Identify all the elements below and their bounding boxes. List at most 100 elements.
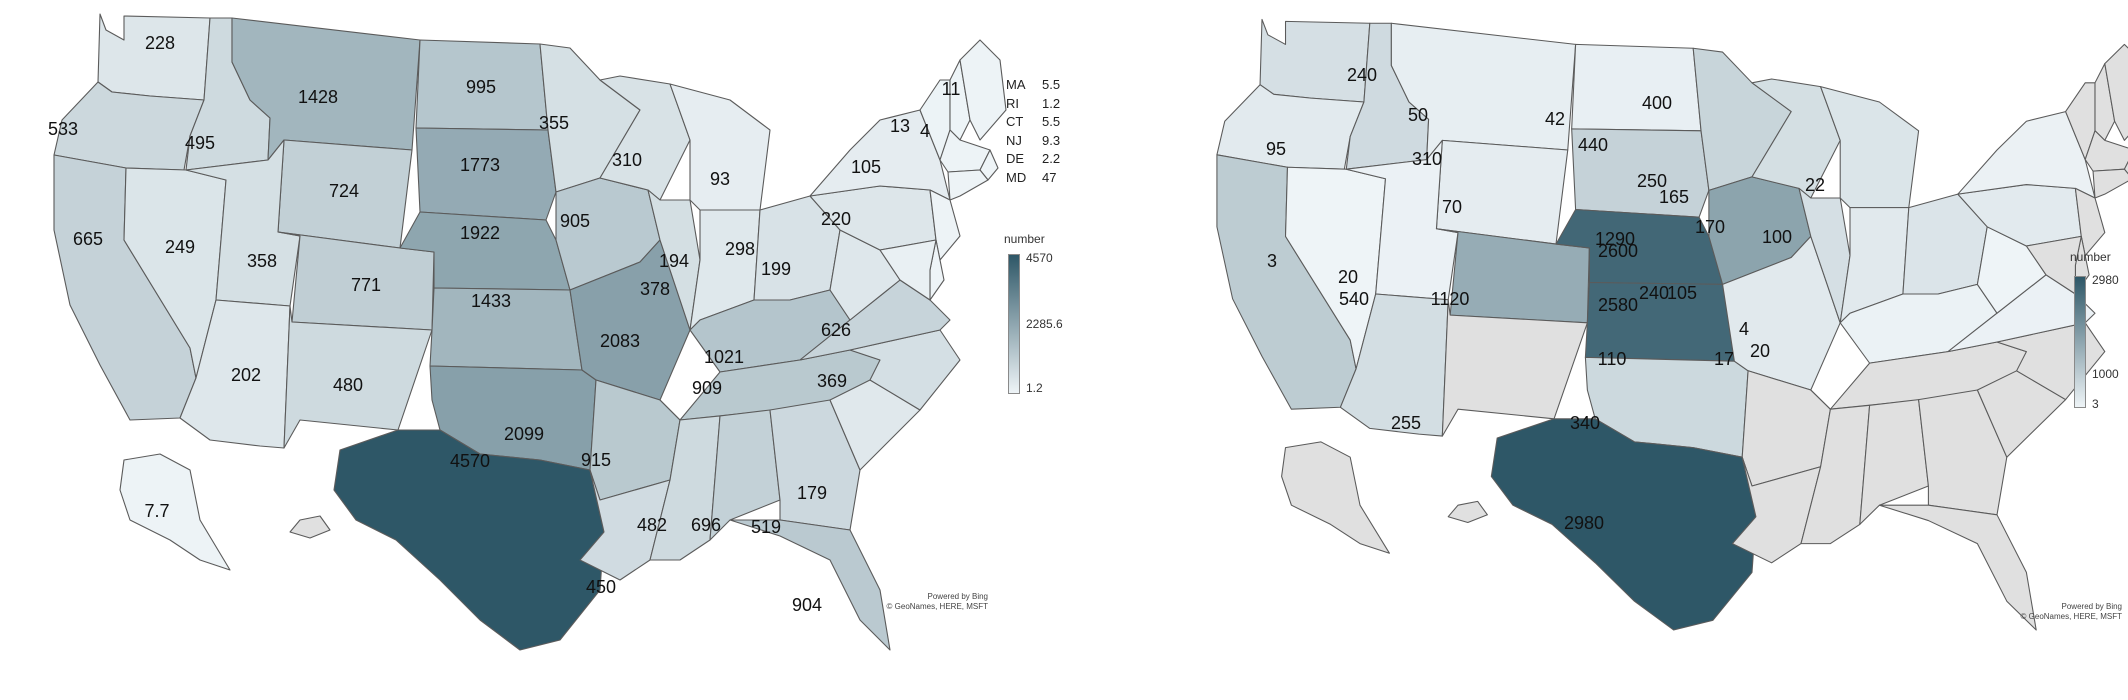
state-label-wa: 228	[145, 33, 175, 53]
state-or	[1216, 84, 1365, 170]
state-label-ky: 1021	[704, 347, 744, 367]
state-label-wv: 199	[761, 259, 791, 279]
small-state-value: 9.3	[1042, 132, 1061, 148]
state-label-nh: 4	[920, 121, 930, 141]
small-state-row: RI 1.2	[1006, 95, 1060, 114]
state-ak	[119, 453, 231, 571]
state-label-pa: 220	[821, 209, 851, 229]
legend-max-label: 4570	[1026, 251, 1053, 265]
state-la	[1731, 456, 1822, 564]
state-az	[179, 299, 291, 449]
state-label-tx: 4570	[450, 451, 490, 471]
state-nh	[2094, 63, 2116, 141]
state-label-wi: 250	[1637, 171, 1667, 191]
small-states-table: MA 5.5 RI 1.2 CT 5.5 NJ 9.3 DE 2.2 MD 47	[1006, 76, 1060, 187]
state-label-ny: 22	[1805, 175, 1825, 195]
small-state-abbr: MD	[1006, 169, 1027, 185]
state-label-ne: 2600	[1598, 241, 1638, 261]
state-label-wy: 70	[1442, 197, 1462, 217]
small-state-value: 5.5	[1042, 114, 1061, 129]
state-label-ca: 540	[1339, 289, 1369, 309]
state-label-ny: 105	[851, 157, 881, 177]
state-hi	[289, 515, 331, 539]
state-label-ca: 665	[73, 229, 103, 249]
state-al	[1859, 399, 1929, 525]
state-label-ga: 519	[751, 517, 781, 537]
state-label-tn: 909	[692, 378, 722, 398]
state-label-nv: 249	[165, 237, 195, 257]
state-label-id: 495	[185, 133, 215, 153]
state-label-il: 378	[640, 279, 670, 299]
state-label-nc: 369	[817, 371, 847, 391]
state-label-co: 771	[351, 275, 381, 295]
credit-line-1: Powered by Bing	[2061, 602, 2122, 611]
state-me	[959, 39, 1007, 141]
state-mo	[569, 239, 691, 401]
state-label-oh: 298	[725, 239, 755, 259]
state-label-or: 95	[1266, 139, 1286, 159]
map-credit: Powered by Bing © GeoNames, HERE, MSFT	[887, 592, 988, 612]
state-label-ks: 1433	[471, 291, 511, 311]
state-label-va: 626	[821, 320, 851, 340]
state-nj	[2074, 187, 2106, 257]
small-state-abbr: MA	[1006, 77, 1026, 92]
state-label-la: 450	[586, 577, 616, 597]
state-label-oh: 170	[1695, 217, 1725, 237]
state-label-in: 194	[659, 251, 689, 271]
legend-min-label: 3	[2092, 397, 2099, 411]
state-label-nd: 995	[466, 77, 496, 97]
state-label-sc: 179	[797, 483, 827, 503]
state-ct	[2092, 168, 2128, 199]
state-az	[1339, 293, 1449, 437]
state-label-mi: 165	[1659, 187, 1689, 207]
us-map-right: 2409554031035070202551120424402600258034…	[1216, 18, 2128, 631]
small-state-abbr: DE	[1006, 151, 1025, 166]
state-label-il: 240	[1639, 283, 1669, 303]
state-ak	[1281, 441, 1390, 554]
state-label-ks: 2580	[1598, 295, 1638, 315]
state-al	[709, 409, 781, 541]
credit-line-2: © GeoNames, HERE, MSFT	[886, 602, 988, 611]
state-label-mi: 93	[710, 169, 730, 189]
state-label-ut: 358	[247, 251, 277, 271]
small-state-value: 47	[1042, 169, 1057, 185]
state-mo	[1722, 235, 1841, 391]
state-la	[579, 469, 671, 581]
state-label-nd: 42	[1545, 109, 1565, 129]
small-state-row: MA 5.5	[1006, 76, 1060, 95]
small-state-value: 2.2	[1042, 151, 1061, 166]
state-nd	[1571, 43, 1702, 132]
state-label-wi: 310	[612, 150, 642, 170]
state-label-id: 310	[1412, 149, 1442, 169]
credit-line-1: Powered by Bing	[927, 592, 988, 601]
state-label-nm: 480	[333, 375, 363, 395]
state-ct	[947, 169, 989, 201]
state-label-nv: 3	[1267, 251, 1277, 271]
state-label-ky: 17	[1714, 349, 1734, 369]
legend-title: number	[1004, 232, 1045, 246]
small-state-row: DE 2.2	[1006, 150, 1060, 169]
state-fl	[1878, 504, 2037, 631]
state-label-sd: 440	[1578, 135, 1608, 155]
small-state-abbr: RI	[1006, 95, 1019, 111]
state-label-ia: 905	[560, 211, 590, 231]
legend-min-label: 1.2	[1026, 381, 1043, 395]
small-state-value: 5.5	[1042, 77, 1061, 92]
state-md	[879, 239, 937, 301]
state-label-co: 1120	[1431, 289, 1470, 309]
state-label-mn: 355	[539, 113, 569, 133]
state-or	[53, 81, 205, 171]
small-state-row: MD 47	[1006, 169, 1060, 188]
state-wy	[1435, 139, 1569, 245]
state-label-az: 255	[1391, 413, 1421, 433]
state-label-wv: 4	[1739, 319, 1749, 339]
state-sd	[415, 127, 557, 221]
legend-gradient-bar	[2074, 276, 2086, 408]
state-label-va: 20	[1750, 341, 1770, 361]
state-label-mn: 400	[1642, 93, 1672, 113]
small-state-value: 1.2	[1042, 95, 1061, 111]
legend-gradient-bar	[1008, 254, 1020, 394]
state-tx	[1490, 418, 1757, 631]
small-state-abbr: CT	[1006, 114, 1024, 129]
legend-title: number	[2070, 250, 2111, 264]
